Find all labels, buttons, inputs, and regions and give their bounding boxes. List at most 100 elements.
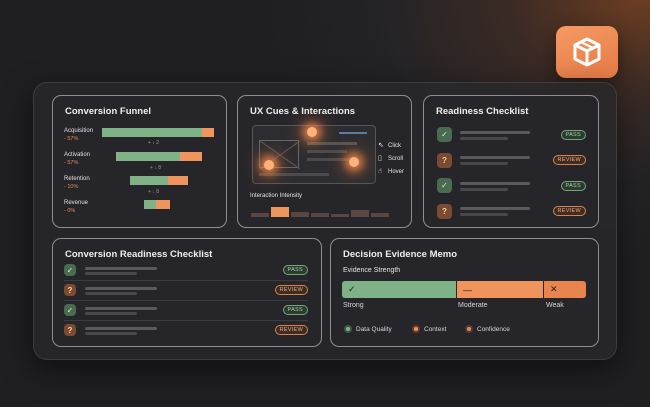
text-placeholder	[460, 130, 530, 134]
stage-pct: - 10%	[64, 184, 79, 190]
box-cube-icon	[573, 37, 601, 67]
conversion-funnel-card: Conversion Funnel	[52, 95, 227, 228]
pointer-icon: ☝	[378, 168, 383, 175]
x-icon: ✕	[550, 284, 558, 294]
funnel-title: Conversion Funnel	[65, 106, 152, 117]
legend-dot-confidence	[465, 325, 473, 333]
check-icon: ✓	[64, 304, 76, 316]
hotspot-glow	[264, 160, 274, 170]
stage-pct: - 57%	[64, 160, 79, 166]
text-placeholder	[460, 181, 530, 185]
wireframe-line	[307, 150, 347, 153]
intensity-bar	[271, 207, 289, 217]
text-placeholder	[85, 267, 157, 270]
text-placeholder	[85, 287, 157, 290]
segment-label-strong: Strong	[343, 302, 364, 309]
status-badge: REVIEW	[552, 155, 586, 165]
text-placeholder	[460, 156, 530, 160]
legend-dot-data-quality	[344, 325, 352, 333]
wireframe-line	[307, 142, 357, 145]
text-placeholder	[85, 331, 137, 335]
text-placeholder	[460, 213, 508, 217]
text-placeholder	[85, 327, 157, 330]
row-divider	[64, 280, 308, 281]
status-badge: PASS	[282, 265, 308, 275]
check-icon: ✓	[64, 264, 76, 276]
cue-label-hover: Hover	[388, 169, 405, 175]
text-placeholder	[85, 271, 137, 275]
status-badge: REVIEW	[274, 285, 308, 295]
cursor-icon: ⇖	[378, 142, 384, 149]
row-divider	[64, 300, 308, 301]
intensity-bar	[351, 209, 369, 217]
wireframe-line	[307, 158, 353, 161]
legend-label: Confidence	[477, 326, 510, 333]
wireframe-line	[259, 173, 329, 176]
mouse-icon: ▯	[378, 155, 382, 162]
status-badge: PASS	[282, 305, 308, 315]
segment-label-moderate: Moderate	[458, 302, 488, 309]
intensity-bar	[251, 212, 269, 217]
intensity-bar	[331, 214, 349, 217]
strength-label: Evidence Strength	[343, 267, 401, 274]
legend-label: Data Quality	[356, 326, 392, 333]
memo-title: Decision Evidence Memo	[343, 249, 458, 260]
status-badge: REVIEW	[274, 325, 308, 335]
text-placeholder	[460, 187, 508, 191]
status-badge: REVIEW	[552, 206, 586, 216]
text-placeholder	[85, 291, 137, 295]
funnel-marker: + ↓ 8	[148, 189, 159, 195]
dash-icon: —	[463, 284, 472, 295]
question-icon: ?	[437, 203, 452, 219]
question-icon: ?	[437, 152, 452, 168]
text-placeholder	[460, 207, 530, 211]
intensity-bar	[311, 213, 329, 217]
legend-label: Context	[424, 326, 447, 333]
funnel-bar-green	[144, 200, 156, 209]
intensity-bar	[371, 212, 389, 217]
status-badge: PASS	[560, 129, 586, 140]
check-icon: ✓	[437, 178, 452, 193]
wireframe-nav	[339, 132, 367, 134]
conversion-readiness-title: Conversion Readiness Checklist	[65, 249, 213, 260]
stage-pct: - 57%	[64, 136, 79, 142]
segment-label-weak: Weak	[546, 302, 564, 309]
question-icon: ?	[64, 324, 76, 336]
stage-label: Acquisition	[64, 128, 94, 134]
row-divider	[64, 320, 308, 321]
stage-pct: - 0%	[64, 208, 76, 214]
cue-label-click: Click	[388, 143, 401, 149]
text-placeholder	[460, 136, 508, 140]
check-icon: ✓	[348, 284, 356, 294]
hotspot-glow	[307, 127, 317, 137]
funnel-bar-orange	[202, 128, 214, 137]
question-icon: ?	[64, 284, 76, 296]
funnel-bar-green	[116, 152, 180, 161]
funnel-bar-green	[102, 128, 202, 137]
stage-label: Retention	[64, 176, 90, 182]
cue-label-scroll: Scroll	[388, 156, 404, 162]
strength-segment-moderate: —	[457, 281, 543, 298]
funnel-bar-orange	[156, 200, 170, 209]
funnel-marker: + ↓ 8	[150, 165, 161, 171]
app-logo	[556, 26, 618, 78]
hotspot-glow	[349, 157, 359, 167]
funnel-bar-orange	[180, 152, 202, 161]
strength-segment-weak: ✕	[544, 281, 586, 298]
status-badge: PASS	[560, 180, 586, 191]
readiness-title: Readiness Checklist	[436, 106, 529, 117]
text-placeholder	[460, 162, 508, 166]
check-icon: ✓	[437, 127, 452, 142]
ux-title: UX Cues & Interactions	[250, 106, 356, 117]
intensity-bar	[291, 211, 309, 217]
text-placeholder	[85, 311, 137, 315]
text-placeholder	[85, 307, 157, 310]
intensity-label: Interaction Intensity	[250, 193, 303, 199]
strength-segment-strong: ✓	[342, 281, 456, 298]
stage-label: Activation	[64, 152, 91, 158]
funnel-marker: + ↓ 2	[148, 140, 159, 146]
funnel-bar-green	[130, 176, 168, 185]
legend-dot-context	[412, 325, 420, 333]
funnel-bar-orange	[168, 176, 188, 185]
stage-label: Revenue	[64, 200, 89, 206]
